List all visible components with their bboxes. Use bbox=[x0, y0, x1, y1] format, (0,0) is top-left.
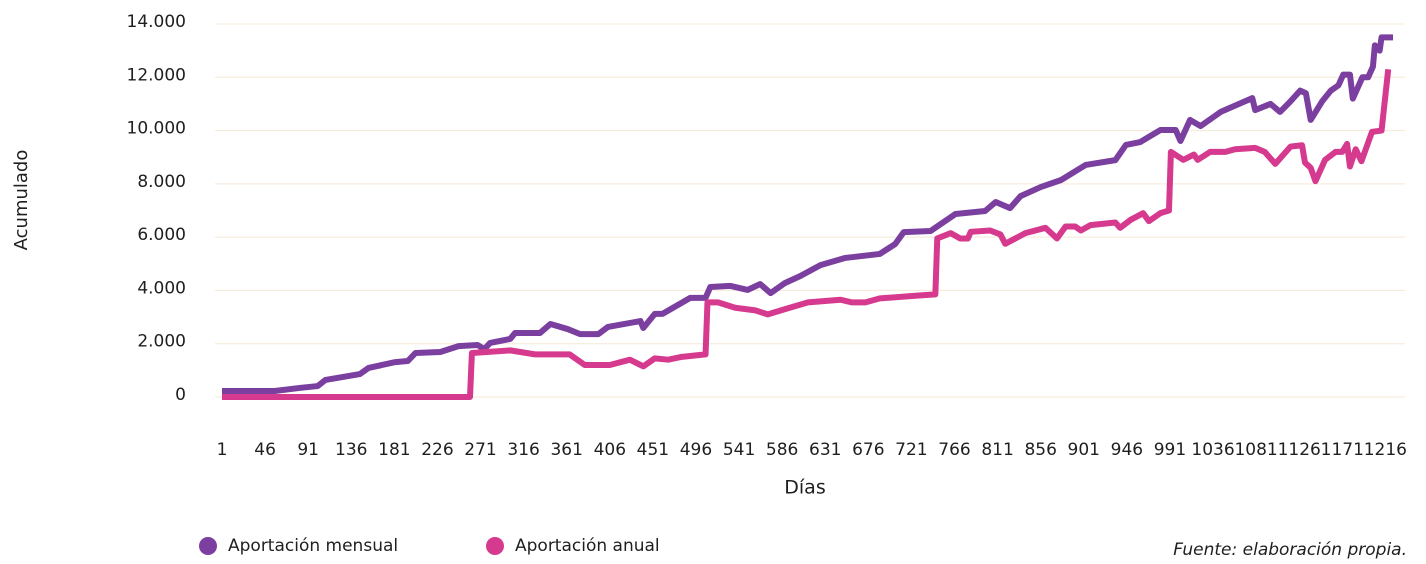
y-tick-label: 10.000 bbox=[127, 119, 186, 139]
x-tick-label: 766 bbox=[938, 440, 970, 460]
y-tick-label: 12.000 bbox=[127, 65, 186, 85]
x-tick-label: 46 bbox=[254, 440, 276, 460]
x-tick-label: 676 bbox=[852, 440, 884, 460]
x-tick-label: 361 bbox=[550, 440, 582, 460]
x-tick-label: 91 bbox=[297, 440, 319, 460]
x-tick-label: 1126 bbox=[1278, 440, 1321, 460]
legend-marker bbox=[199, 537, 217, 555]
x-tick-label: 1081 bbox=[1234, 440, 1277, 460]
y-tick-label: 2.000 bbox=[137, 332, 186, 352]
x-tick-label: 136 bbox=[335, 440, 367, 460]
y-tick-label: 6.000 bbox=[137, 225, 186, 245]
x-tick-label: 316 bbox=[507, 440, 539, 460]
x-tick-label: 901 bbox=[1068, 440, 1100, 460]
x-tick-label: 1 bbox=[217, 440, 228, 460]
y-tick-label: 14.000 bbox=[127, 12, 186, 32]
x-tick-label: 226 bbox=[421, 440, 453, 460]
x-tick-label: 721 bbox=[895, 440, 927, 460]
x-tick-label: 586 bbox=[766, 440, 798, 460]
x-tick-label: 946 bbox=[1111, 440, 1143, 460]
x-tick-label: 451 bbox=[637, 440, 669, 460]
x-tick-label: 811 bbox=[981, 440, 1013, 460]
y-tick-label: 4.000 bbox=[137, 278, 186, 298]
y-tick-label: 8.000 bbox=[137, 172, 186, 192]
x-tick-label: 856 bbox=[1024, 440, 1056, 460]
y-tick-label: 0 bbox=[175, 385, 186, 405]
x-tick-label: 631 bbox=[809, 440, 841, 460]
x-tick-label: 406 bbox=[594, 440, 626, 460]
source-note: Fuente: elaboración propia. bbox=[1173, 540, 1407, 560]
legend-label: Aportación anual bbox=[515, 536, 660, 556]
series-line bbox=[222, 68, 1392, 400]
x-tick-label: 991 bbox=[1154, 440, 1186, 460]
y-axis-title: Acumulado bbox=[11, 150, 32, 251]
x-tick-label: 181 bbox=[378, 440, 410, 460]
x-tick-label: 541 bbox=[723, 440, 755, 460]
x-tick-label: 271 bbox=[464, 440, 496, 460]
series-line bbox=[222, 34, 1394, 395]
x-tick-label: 496 bbox=[680, 440, 712, 460]
x-axis-title: Días bbox=[784, 477, 825, 499]
legend-marker bbox=[486, 537, 504, 555]
x-tick-label: 1036 bbox=[1191, 440, 1234, 460]
x-tick-label: 1171 bbox=[1321, 440, 1364, 460]
legend-label: Aportación mensual bbox=[228, 536, 398, 556]
x-tick-label: 1216 bbox=[1364, 440, 1407, 460]
